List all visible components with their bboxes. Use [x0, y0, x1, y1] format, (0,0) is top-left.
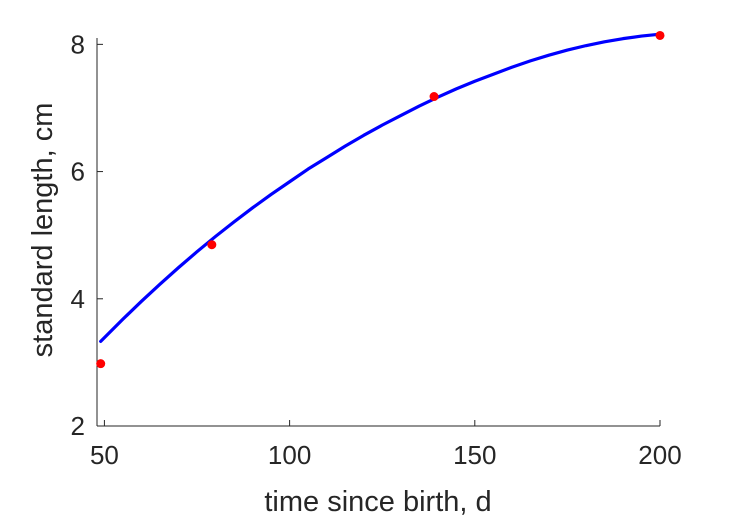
- x-tick-label: 100: [268, 440, 311, 470]
- data-point: [96, 359, 106, 369]
- y-tick-label: 8: [71, 29, 85, 59]
- data-point: [207, 240, 217, 250]
- data-point: [429, 92, 439, 102]
- data-point: [655, 30, 665, 40]
- x-tick-label: 150: [453, 440, 496, 470]
- x-tick-label: 50: [90, 440, 119, 470]
- axes: 50 100 150 200 2 4 6 8: [71, 29, 682, 470]
- y-tick-label: 4: [71, 284, 85, 314]
- fit-curve: [99, 32, 662, 343]
- x-axis-label: time since birth, d: [264, 486, 491, 518]
- y-tick-label: 2: [71, 411, 85, 441]
- plot-area: [96, 30, 665, 369]
- x-tick-label: 200: [638, 440, 681, 470]
- y-axis-label: standard length, cm: [27, 103, 59, 358]
- y-tick-label: 6: [71, 157, 85, 187]
